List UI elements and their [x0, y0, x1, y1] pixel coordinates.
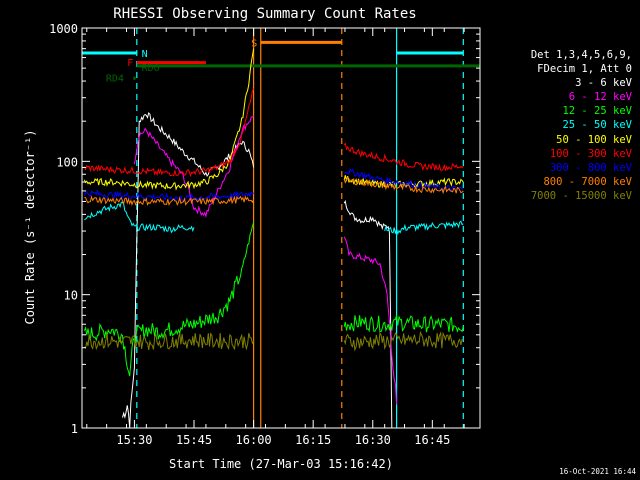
- footer-timestamp: 16-Oct-2021 16:44: [559, 467, 636, 476]
- series-line-800-7000-kev-0: [84, 195, 255, 207]
- plot-frame: [81, 27, 481, 429]
- axes: 1 10 100 1000 15:30 15:45 16:00 16:15 16:30 16:45: [49, 22, 481, 447]
- series-line-800-7000-kev-1: [343, 176, 464, 195]
- series-line-7000-15000-kev-1: [343, 330, 464, 352]
- series-line-100-300-kev-0: [83, 88, 255, 178]
- legend-header-2: FDecim 1, Att 0: [537, 63, 632, 76]
- flag-label-n: N: [142, 49, 148, 60]
- legend-entry-25-50-kev: 25 - 50 keV: [562, 119, 632, 132]
- series-line-6-12-kev-1: [343, 236, 398, 405]
- series-line-3-6-kev-1: [343, 199, 393, 429]
- series-line-7000-15000-kev-0: [84, 332, 255, 351]
- x-axis-label: Start Time (27-Mar-03 15:16:42): [169, 457, 393, 471]
- series-line-50-100-kev-1: [343, 175, 464, 189]
- legend-items: 3 - 6 keV 6 - 12 keV 12 - 25 keV 25 - 50 ke…: [531, 76, 632, 203]
- series-line-12-25-kev-1: [343, 315, 464, 333]
- series-line-25-50-kev-1: [384, 220, 464, 236]
- series-line-25-50-kev-0: [84, 201, 195, 234]
- x-tick-label-5: 16:45: [414, 433, 450, 447]
- plot-content: NF RDO RD4 S: [82, 28, 480, 429]
- legend-entry-300-800-kev: 300 - 800 keV: [549, 161, 632, 174]
- legend-entry-3-6-kev: 3 - 6 keV: [575, 77, 632, 90]
- legend: Det 1,3,4,5,6,9, FDecim 1, Att 0 3 - 6 k…: [531, 48, 632, 203]
- flag-label-rd4: RD4: [106, 74, 124, 85]
- chart-title: RHESSI Observing Summary Count Rates: [113, 6, 416, 22]
- flag-label-s: S: [251, 38, 257, 49]
- legend-entry-6-12-kev: 6 - 12 keV: [568, 91, 632, 104]
- y-tick-label-0: 1: [71, 422, 78, 436]
- series-line-12-25-kev-0: [83, 221, 255, 377]
- series-line-100-300-kev-1: [343, 142, 464, 171]
- y-axis-label: Count Rate (s⁻¹ detector⁻¹): [23, 129, 37, 324]
- x-tick-label-0: 15:30: [116, 433, 152, 447]
- legend-entry-50-100-kev: 50 - 100 keV: [556, 133, 632, 146]
- legend-entry-800-7000-kev: 800 - 7000 keV: [543, 175, 632, 188]
- legend-entry-12-25-kev: 12 - 25 keV: [562, 105, 632, 118]
- legend-entry-100-300-kev: 100 - 300 keV: [549, 147, 632, 160]
- y-tick-label-2: 100: [56, 155, 78, 169]
- flag-label-f: F: [127, 58, 133, 69]
- x-tick-label-3: 16:15: [295, 433, 331, 447]
- x-tick-label-1: 15:45: [176, 433, 212, 447]
- series-line-3-6-kev-0: [122, 112, 255, 429]
- legend-header-1: Det 1,3,4,5,6,9,: [530, 49, 632, 61]
- series-line-50-100-kev-0: [83, 48, 255, 191]
- series-line-300-800-kev-0: [83, 189, 254, 202]
- flag-label-rdo: RDO: [142, 63, 160, 74]
- x-tick-label-2: 16:00: [236, 433, 272, 447]
- x-tick-label-4: 16:30: [355, 433, 391, 447]
- y-tick-label-3: 1000: [49, 22, 78, 36]
- legend-entry-7000-15000-kev: 7000 - 15000 keV: [530, 189, 632, 202]
- y-tick-label-1: 10: [64, 289, 78, 303]
